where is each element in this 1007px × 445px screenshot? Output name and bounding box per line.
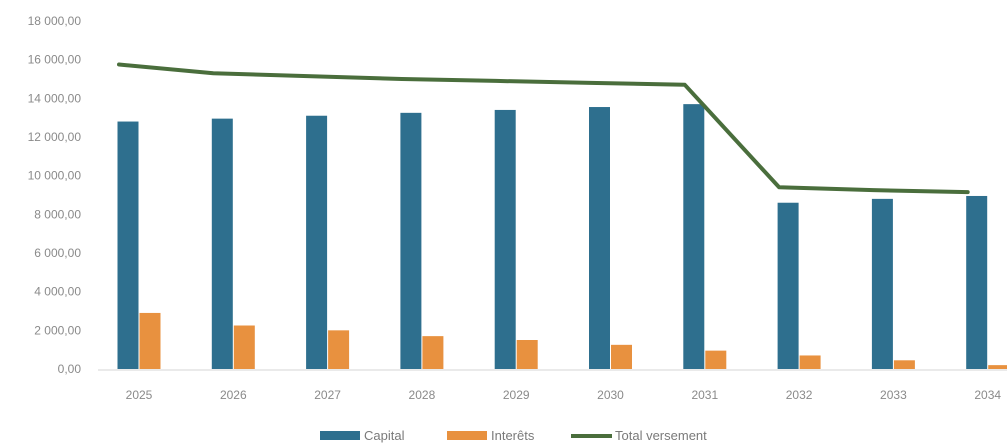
bar-capital <box>494 109 516 369</box>
y-tick-label: 6 000,00 <box>34 246 81 260</box>
bar-capital <box>871 198 893 369</box>
y-tick-label: 12 000,00 <box>28 130 82 144</box>
y-tick-label: 16 000,00 <box>28 53 82 67</box>
x-tick-label: 2034 <box>974 388 1001 402</box>
bar-capital <box>117 121 139 370</box>
x-tick-label: 2032 <box>786 388 813 402</box>
y-axis: 18 000,00 16 000,00 14 000,00 12 000,00 10 0… <box>28 14 82 376</box>
y-tick-label: 10 000,00 <box>28 169 82 183</box>
bar-capital <box>306 115 328 369</box>
y-tick-label: 0,00 <box>58 362 82 376</box>
x-tick-label: 2025 <box>126 388 153 402</box>
bar-capital <box>966 195 988 369</box>
bar-interets <box>139 312 161 369</box>
y-tick-label: 8 000,00 <box>34 207 81 221</box>
bar-capital <box>400 112 422 369</box>
bar-capital <box>777 202 799 369</box>
y-tick-label: 4 000,00 <box>34 285 81 299</box>
bar-interets <box>799 355 821 369</box>
bar-interets <box>422 336 444 369</box>
bar-interets <box>516 340 538 369</box>
x-tick-label: 2031 <box>691 388 718 402</box>
x-tick-label: 2030 <box>597 388 624 402</box>
x-tick-label: 2029 <box>503 388 530 402</box>
bar-interets <box>611 344 632 369</box>
bar-capital <box>211 118 233 369</box>
y-tick-label: 14 000,00 <box>28 91 82 105</box>
legend-swatch-interets <box>447 431 487 440</box>
x-tick-label: 2028 <box>409 388 436 402</box>
line-total-versement <box>117 62 970 195</box>
legend-swatch-capital <box>320 431 360 440</box>
bar-capital <box>589 107 610 370</box>
total-line <box>117 62 970 195</box>
bar-interets <box>233 325 255 369</box>
bar-interets <box>988 365 1007 369</box>
y-tick-label: 18 000,00 <box>28 14 82 28</box>
bar-interets <box>328 330 350 369</box>
x-axis: 2025 2026 2027 2028 2029 2030 2031 2032 2033 2034 <box>98 369 1007 402</box>
x-tick-label: 2033 <box>880 388 907 402</box>
y-tick-label: 2 000,00 <box>34 323 81 337</box>
bar-interets <box>893 360 915 369</box>
legend-label-interets: Interêts <box>491 428 535 443</box>
bar-interets <box>705 350 727 369</box>
x-tick-label: 2026 <box>220 388 247 402</box>
legend-label-total-versement: Total versement <box>615 428 707 443</box>
x-tick-label: 2027 <box>314 388 341 402</box>
legend: Capital Interêts Total versement <box>320 428 707 443</box>
legend-label-capital: Capital <box>364 428 405 443</box>
bar-capital <box>683 104 705 369</box>
bars <box>117 104 1007 370</box>
